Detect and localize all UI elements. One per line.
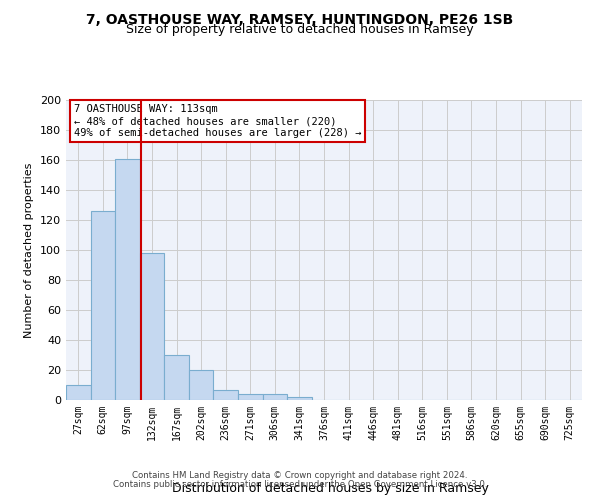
Bar bbox=[189, 370, 214, 400]
Text: Contains public sector information licensed under the Open Government Licence v3: Contains public sector information licen… bbox=[113, 480, 487, 489]
Bar bbox=[238, 394, 263, 400]
Text: 7, OASTHOUSE WAY, RAMSEY, HUNTINGDON, PE26 1SB: 7, OASTHOUSE WAY, RAMSEY, HUNTINGDON, PE… bbox=[86, 12, 514, 26]
Text: Distribution of detached houses by size in Ramsey: Distribution of detached houses by size … bbox=[172, 482, 488, 495]
Text: Size of property relative to detached houses in Ramsey: Size of property relative to detached ho… bbox=[126, 22, 474, 36]
Bar bbox=[91, 211, 115, 400]
Y-axis label: Number of detached properties: Number of detached properties bbox=[25, 162, 34, 338]
Bar bbox=[287, 397, 312, 400]
Bar bbox=[164, 355, 189, 400]
Bar bbox=[115, 158, 140, 400]
Text: 7 OASTHOUSE WAY: 113sqm
← 48% of detached houses are smaller (220)
49% of semi-d: 7 OASTHOUSE WAY: 113sqm ← 48% of detache… bbox=[74, 104, 361, 138]
Text: Contains HM Land Registry data © Crown copyright and database right 2024.: Contains HM Land Registry data © Crown c… bbox=[132, 471, 468, 480]
Bar bbox=[140, 253, 164, 400]
Bar bbox=[214, 390, 238, 400]
Bar bbox=[66, 385, 91, 400]
Bar bbox=[263, 394, 287, 400]
